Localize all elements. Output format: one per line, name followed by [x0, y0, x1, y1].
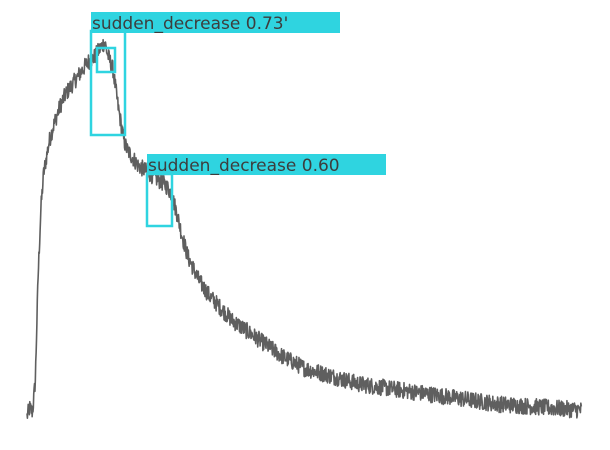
detection-2	[95, 46, 117, 74]
series-layer	[26, 38, 583, 419]
detection-1: sudden_decrease 0.73'	[89, 12, 340, 137]
detections-layer: sudden_decrease 0.73' sudden_decrease 0.…	[89, 12, 386, 228]
detection-label-1: sudden_decrease 0.73'	[92, 14, 288, 34]
detection-label-3: sudden_decrease 0.60	[148, 156, 340, 176]
series-line	[26, 38, 583, 419]
detection-label-bg-3	[147, 154, 386, 175]
detection-box-2	[95, 46, 117, 74]
detection-3: sudden_decrease 0.60	[145, 154, 386, 228]
detection-label-bg-1	[91, 12, 340, 33]
